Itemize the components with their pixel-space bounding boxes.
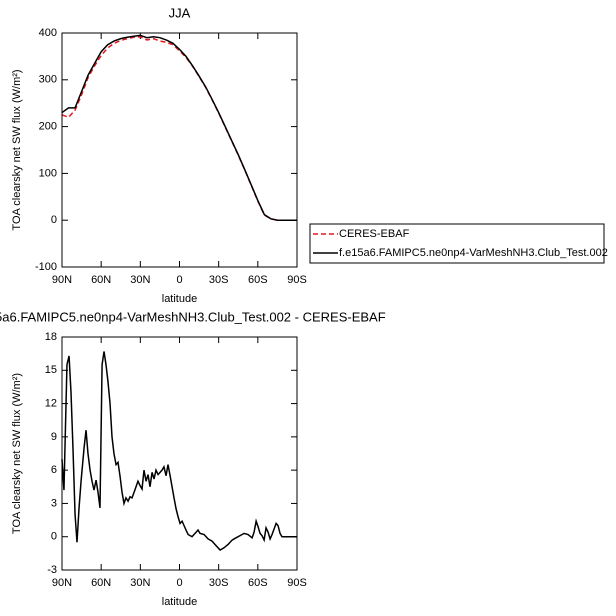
y-tick-label: 3	[51, 497, 57, 509]
x-tick-label: 90N	[52, 577, 72, 589]
x-tick-label: 30N	[130, 274, 150, 286]
x-tick-label: 30S	[209, 577, 229, 589]
y-tick-label: 200	[39, 121, 57, 133]
y-tick-label: 18	[45, 331, 57, 343]
chart-title: JJA	[169, 5, 191, 20]
y-tick-label: 0	[51, 214, 57, 226]
y-axis-label: TOA clearsky net SW flux (W/m²)	[11, 373, 23, 534]
x-tick-label: 60S	[248, 274, 268, 286]
y-tick-label: 6	[51, 464, 57, 476]
x-tick-label: 90S	[287, 577, 307, 589]
chart-title: f.e15a6.FAMIPC5.ne0np4-VarMeshNH3.Club_T…	[0, 309, 386, 324]
data-line	[61, 351, 297, 551]
x-tick-label: 30S	[209, 274, 229, 286]
data-line	[61, 34, 297, 221]
y-axis-label: TOA clearsky net SW flux (W/m²)	[11, 69, 23, 230]
y-tick-label: 9	[51, 431, 57, 443]
x-tick-label: 60N	[91, 577, 111, 589]
plot-frame	[61, 336, 298, 571]
legend-box	[309, 223, 605, 264]
x-tick-label: 0	[176, 274, 182, 286]
y-tick-label: 100	[39, 167, 57, 179]
y-tick-label: 15	[45, 364, 57, 376]
data-line	[61, 35, 297, 221]
x-tick-label: 0	[176, 577, 182, 589]
legend-label: CERES-EBAF	[339, 228, 410, 240]
plot-frame	[61, 32, 298, 268]
y-tick-label: 12	[45, 397, 57, 409]
x-axis-label: latitude	[162, 293, 197, 305]
y-tick-label: 0	[51, 531, 57, 543]
x-tick-label: 60S	[248, 577, 268, 589]
x-tick-label: 90N	[52, 274, 72, 286]
y-tick-label: -100	[35, 261, 57, 273]
y-tick-label: 400	[39, 27, 57, 39]
x-axis-label: latitude	[162, 596, 197, 608]
x-tick-label: 30N	[130, 577, 150, 589]
x-tick-label: 60N	[91, 274, 111, 286]
x-tick-label: 90S	[287, 274, 307, 286]
y-tick-label: 300	[39, 74, 57, 86]
legend-label: f.e15a6.FAMIPC5.ne0np4-VarMeshNH3.Club_T…	[339, 247, 608, 259]
y-tick-label: -3	[47, 564, 57, 576]
